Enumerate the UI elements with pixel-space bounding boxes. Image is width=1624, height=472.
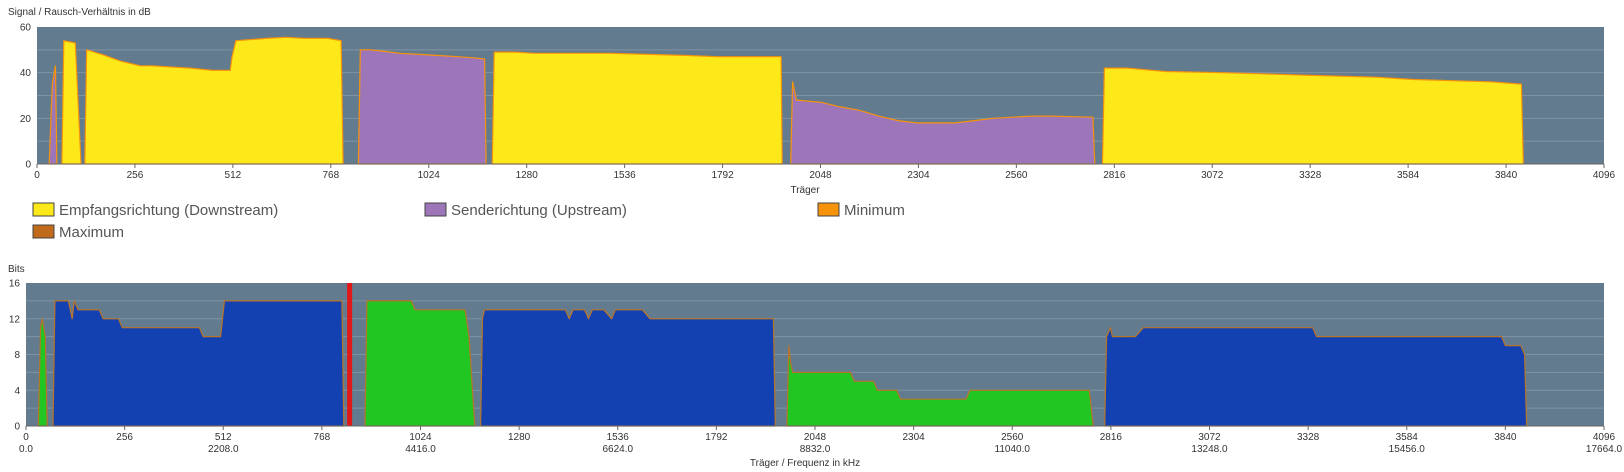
y-tick-label: 60: [20, 23, 32, 34]
x-tick-label: 3584: [1396, 432, 1419, 443]
pilot-tone-marker: [347, 283, 353, 426]
x-tick-label: 2560: [1005, 170, 1028, 181]
bits-y-ticks: 0 4 8 12 16: [9, 279, 21, 433]
x-tick-label: 1792: [711, 170, 734, 181]
x-freq-tick-label: 8832.0: [800, 444, 831, 455]
x-freq-tick-label: 13248.0: [1191, 444, 1228, 455]
x-tick-label: 0: [34, 170, 40, 181]
downstream-area-segment: [1104, 327, 1528, 427]
upstream-area-segment: [790, 81, 1096, 165]
x-tick-label: 3840: [1494, 432, 1517, 443]
x-tick-label: 1024: [418, 170, 441, 181]
downstream-area-segment: [84, 36, 344, 165]
downstream-area-segment: [480, 309, 776, 427]
x-tick-label: 2560: [1001, 432, 1024, 443]
snr-areas: [48, 36, 1524, 165]
upstream-area-segment: [364, 300, 476, 427]
snr-x-ticks: 0 256 512 768 1024 1280 1536 1792 2048 2304 2560 28…: [34, 164, 1616, 181]
legend-label: Maximum: [59, 224, 124, 241]
legend-label: Minimum: [844, 202, 905, 219]
x-tick-label: 2304: [907, 170, 930, 181]
legend-swatch: [424, 202, 447, 217]
x-tick-label: 3328: [1297, 432, 1320, 443]
x-freq-tick-label: 15456.0: [1389, 444, 1426, 455]
x-tick-label: 1536: [614, 170, 637, 181]
legend-label: Empfangsrichtung (Downstream): [59, 202, 278, 219]
downstream-area-segment: [52, 300, 345, 427]
x-tick-label: 2304: [903, 432, 926, 443]
downstream-area-segment: [491, 51, 783, 165]
x-tick-label: 256: [127, 170, 144, 181]
bits-chart-title: Bits: [8, 264, 25, 275]
x-freq-tick-label: 17664.0: [1586, 444, 1623, 455]
x-tick-label: 3328: [1299, 170, 1322, 181]
x-tick-label: 3072: [1201, 170, 1224, 181]
y-tick-label: 20: [20, 114, 32, 125]
x-tick-label: 768: [314, 432, 331, 443]
x-tick-label: 4096: [1593, 170, 1616, 181]
legend-swatch: [32, 224, 55, 239]
x-tick-label: 2048: [804, 432, 827, 443]
x-tick-label: 1024: [409, 432, 432, 443]
upstream-area-segment: [786, 345, 1094, 427]
x-tick-label: 512: [215, 432, 232, 443]
snr-x-axis-label: Träger: [790, 185, 820, 196]
x-freq-tick-label: 6624.0: [602, 444, 633, 455]
x-tick-label: 1280: [516, 170, 539, 181]
y-tick-label: 12: [9, 314, 21, 325]
x-tick-label: 1536: [607, 432, 630, 443]
x-tick-label: 0: [23, 432, 29, 443]
legend-label: Senderichtung (Upstream): [451, 202, 627, 219]
x-freq-tick-label: 11040.0: [995, 444, 1031, 455]
x-tick-label: 256: [116, 432, 133, 443]
snr-y-ticks: 0 20 40 60: [20, 23, 32, 171]
y-tick-label: 0: [25, 160, 31, 171]
bits-x-axis-label: Träger / Frequenz in kHz: [750, 458, 860, 469]
legend: Empfangsrichtung (Downstream) Senderichtu…: [32, 202, 905, 241]
x-freq-tick-label: 4416.0: [405, 444, 436, 455]
x-tick-label: 3072: [1198, 432, 1221, 443]
x-tick-label: 2048: [809, 170, 832, 181]
upstream-area-segment: [357, 49, 487, 165]
legend-swatch: [32, 202, 55, 217]
legend-swatch: [817, 202, 840, 217]
x-tick-label: 3584: [1397, 170, 1420, 181]
y-tick-label: 16: [9, 279, 21, 290]
x-tick-label: 768: [322, 170, 339, 181]
x-freq-tick-label: 0.0: [19, 444, 33, 455]
bits-areas: [37, 283, 1528, 427]
x-tick-label: 3840: [1495, 170, 1518, 181]
snr-chart-title: Signal / Rausch-Verhältnis in dB: [8, 7, 151, 18]
x-tick-label: 512: [225, 170, 242, 181]
x-tick-label: 2816: [1103, 170, 1126, 181]
bits-x-ticks: 0 256 512 768 1024 1280 1536 1792 2048 2304 2560 28…: [19, 426, 1623, 455]
x-tick-label: 1792: [705, 432, 728, 443]
downstream-area-segment: [1101, 67, 1524, 165]
x-tick-label: 1280: [508, 432, 531, 443]
y-tick-label: 0: [14, 422, 20, 433]
x-tick-label: 2816: [1100, 432, 1123, 443]
y-tick-label: 4: [14, 386, 20, 397]
y-tick-label: 8: [14, 350, 20, 361]
x-freq-tick-label: 2208.0: [208, 444, 239, 455]
y-tick-label: 40: [20, 68, 32, 79]
x-tick-label: 4096: [1593, 432, 1616, 443]
